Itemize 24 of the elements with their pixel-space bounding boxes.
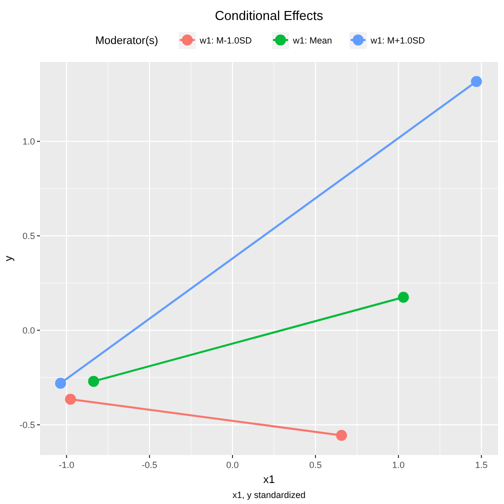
chart-title: Conditional Effects bbox=[214, 8, 324, 23]
y-tick-label: 1.0 bbox=[22, 136, 35, 146]
x-tick-label: -1.0 bbox=[58, 460, 74, 470]
point bbox=[88, 376, 100, 387]
point bbox=[336, 430, 348, 441]
legend-label: w1: M-1.0SD bbox=[198, 36, 252, 46]
legend-label: w1: M+1.0SD bbox=[370, 36, 426, 46]
legend-label: w1: Mean bbox=[292, 36, 332, 46]
legend-title: Moderator(s) bbox=[95, 35, 158, 47]
point bbox=[470, 76, 482, 87]
point bbox=[65, 394, 76, 405]
x-tick-label: 0.5 bbox=[309, 460, 322, 470]
x-tick-label: 0.0 bbox=[226, 460, 239, 470]
point bbox=[55, 378, 66, 389]
x-tick-label: 1.5 bbox=[475, 460, 488, 470]
x-tick-label: -0.5 bbox=[142, 460, 158, 470]
x-axis-title: x1 bbox=[263, 474, 275, 486]
y-tick-label: 0.0 bbox=[22, 325, 35, 336]
y-axis-title: y bbox=[3, 255, 15, 262]
x-tick-label: 1.0 bbox=[392, 460, 405, 470]
y-tick-label: -0.5 bbox=[19, 420, 35, 430]
point bbox=[398, 292, 409, 303]
y-tick-label: 0.5 bbox=[22, 230, 35, 241]
text: x1, y standardized bbox=[232, 490, 306, 500]
